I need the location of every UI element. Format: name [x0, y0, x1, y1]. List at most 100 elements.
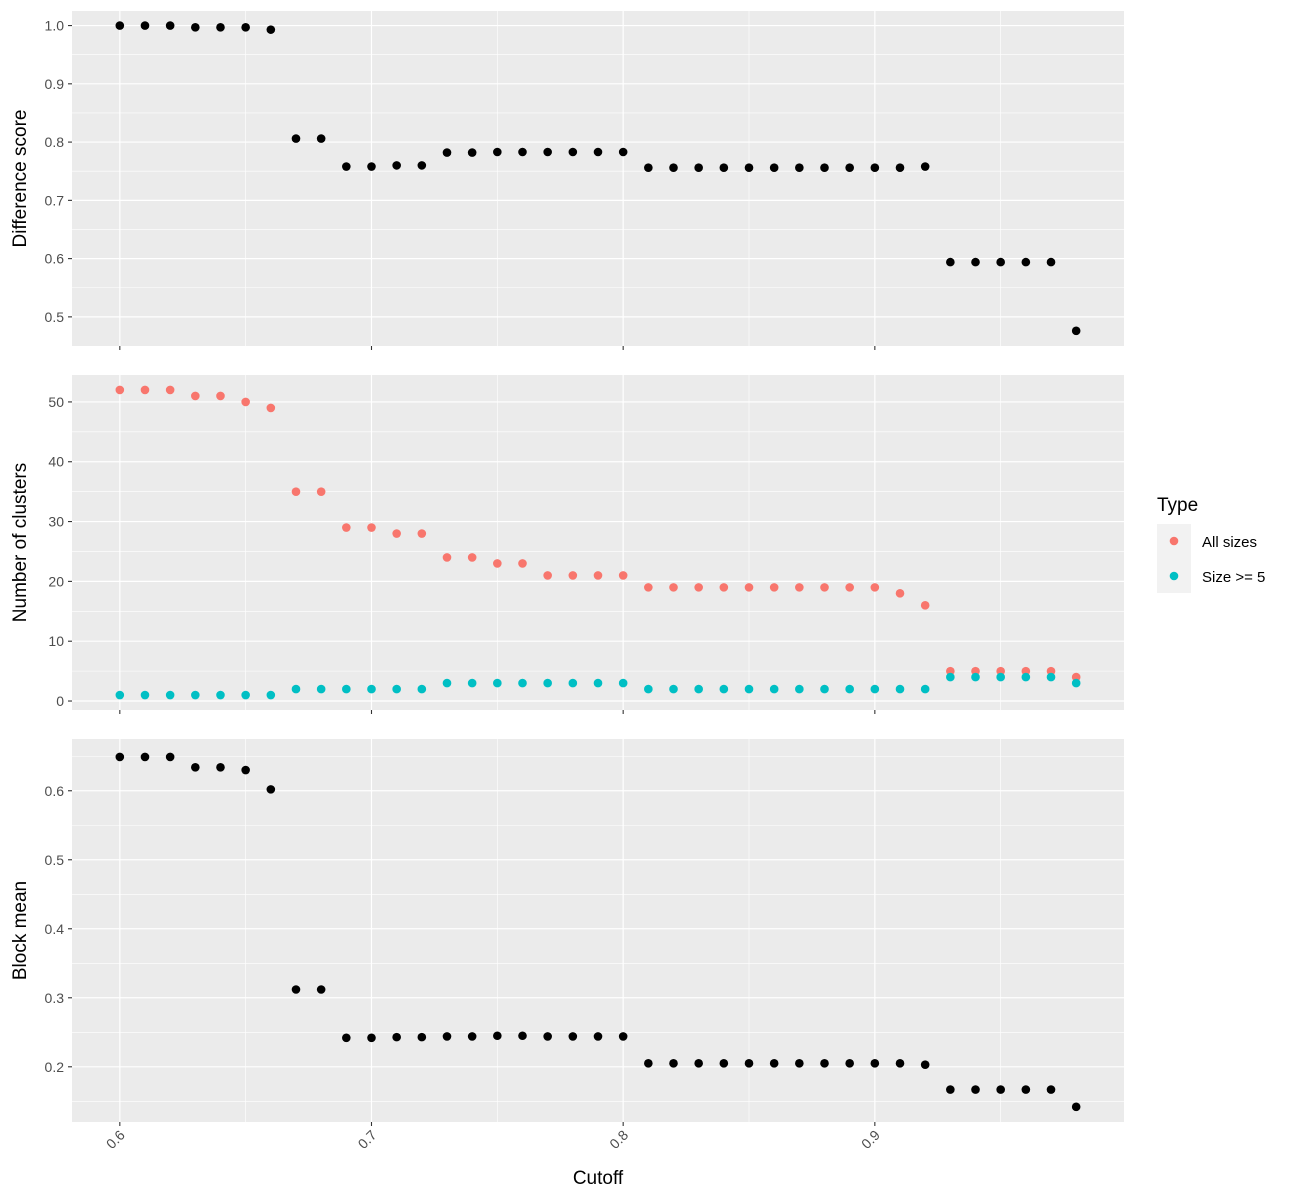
- data-point: [467, 1032, 477, 1041]
- data-point: [493, 559, 502, 568]
- data-point: [1021, 257, 1031, 267]
- data-point: [342, 162, 351, 171]
- data-point: [845, 583, 854, 592]
- data-point: [367, 162, 376, 171]
- y-tick-label: 0.7: [45, 192, 65, 208]
- data-point: [392, 684, 401, 694]
- data-point: [719, 583, 729, 592]
- data-point: [618, 1032, 628, 1041]
- panel-background: [72, 375, 1124, 710]
- data-point: [946, 666, 955, 676]
- data-point: [291, 487, 301, 496]
- data-point: [165, 385, 175, 395]
- data-point: [769, 684, 779, 694]
- y-tick-label: 0.5: [45, 309, 65, 325]
- panel-block-mean: 0.2 0.3 0.4 0.5 0.6 Block mean: [10, 739, 1124, 1126]
- data-point: [946, 257, 955, 267]
- data-point: [644, 583, 653, 592]
- data-point: [820, 583, 829, 592]
- data-point: [342, 523, 351, 532]
- data-point: [669, 1059, 678, 1068]
- data-point: [920, 1060, 930, 1070]
- panel-difference-score: 0.5 0.6 0.7 0.8 0.9 1.0 Difference score: [10, 11, 1124, 350]
- data-point: [870, 163, 880, 173]
- data-point: [417, 684, 427, 694]
- data-point: [191, 391, 200, 401]
- data-point: [1021, 672, 1031, 682]
- data-point: [895, 589, 905, 598]
- data-point: [568, 571, 578, 580]
- data-point: [241, 765, 250, 775]
- data-point: [442, 1032, 452, 1041]
- data-point: [568, 147, 578, 157]
- data-point: [266, 785, 276, 794]
- legend-title: Type: [1157, 495, 1198, 516]
- data-point: [316, 487, 326, 496]
- data-point: [191, 762, 200, 772]
- series-points: [115, 752, 1081, 1112]
- data-point: [870, 684, 880, 694]
- data-point: [493, 147, 502, 157]
- data-point: [140, 752, 150, 762]
- data-point: [719, 684, 729, 694]
- series-all-sizes: [115, 385, 1081, 682]
- data-point: [266, 690, 276, 700]
- data-point: [795, 684, 804, 694]
- data-point: [593, 571, 603, 580]
- data-point: [241, 23, 250, 32]
- y-tick-label: 0: [56, 693, 64, 709]
- data-point: [744, 583, 754, 592]
- data-point: [266, 403, 276, 413]
- data-point: [467, 148, 477, 157]
- panel-background: [72, 11, 1124, 346]
- data-point: [795, 1059, 804, 1068]
- data-point: [392, 529, 401, 538]
- data-point: [493, 678, 502, 688]
- data-point: [140, 21, 150, 30]
- data-point: [1046, 666, 1056, 676]
- data-point: [946, 1085, 955, 1094]
- legend: Type All sizes Size >= 5: [1157, 495, 1265, 593]
- series-size-5: [115, 672, 1081, 700]
- legend-label-size-5: Size >= 5: [1202, 569, 1265, 586]
- y-tick-label: 40: [48, 454, 64, 470]
- legend-label-all-sizes: All sizes: [1202, 534, 1257, 551]
- data-point: [216, 762, 225, 772]
- data-point: [669, 684, 678, 694]
- data-point: [920, 601, 930, 610]
- data-point: [543, 1032, 552, 1041]
- data-point: [744, 1059, 754, 1068]
- data-point: [442, 148, 452, 157]
- data-point: [1021, 666, 1031, 676]
- legend-key-background: [1157, 524, 1191, 593]
- data-point: [769, 1059, 779, 1068]
- data-point: [820, 684, 829, 694]
- x-axis-title: Cutoff: [573, 1168, 624, 1189]
- data-point: [115, 385, 125, 395]
- data-point: [795, 163, 804, 173]
- data-point: [694, 583, 703, 592]
- y-tick-label: 0.6: [45, 251, 65, 267]
- data-point: [845, 684, 854, 694]
- data-point: [115, 21, 125, 30]
- legend-key-size-5: [1169, 571, 1179, 581]
- data-point: [342, 1033, 351, 1043]
- data-point: [191, 690, 200, 700]
- y-axis-title: Number of clusters: [10, 463, 31, 622]
- data-point: [593, 147, 603, 157]
- panel-background: [72, 739, 1124, 1122]
- y-tick-label: 0.4: [45, 921, 65, 937]
- data-point: [644, 684, 653, 694]
- panel-number-of-clusters: 0 10 20 30 40 50 Number of clusters: [10, 375, 1124, 714]
- data-point: [216, 690, 225, 700]
- data-point: [367, 1033, 376, 1043]
- data-point: [543, 571, 552, 580]
- data-point: [820, 1059, 829, 1068]
- data-point: [291, 134, 301, 143]
- data-point: [618, 147, 628, 157]
- data-point: [644, 1059, 653, 1068]
- data-point: [241, 397, 250, 407]
- data-point: [316, 684, 326, 694]
- data-point: [1071, 326, 1081, 336]
- data-point: [367, 684, 376, 694]
